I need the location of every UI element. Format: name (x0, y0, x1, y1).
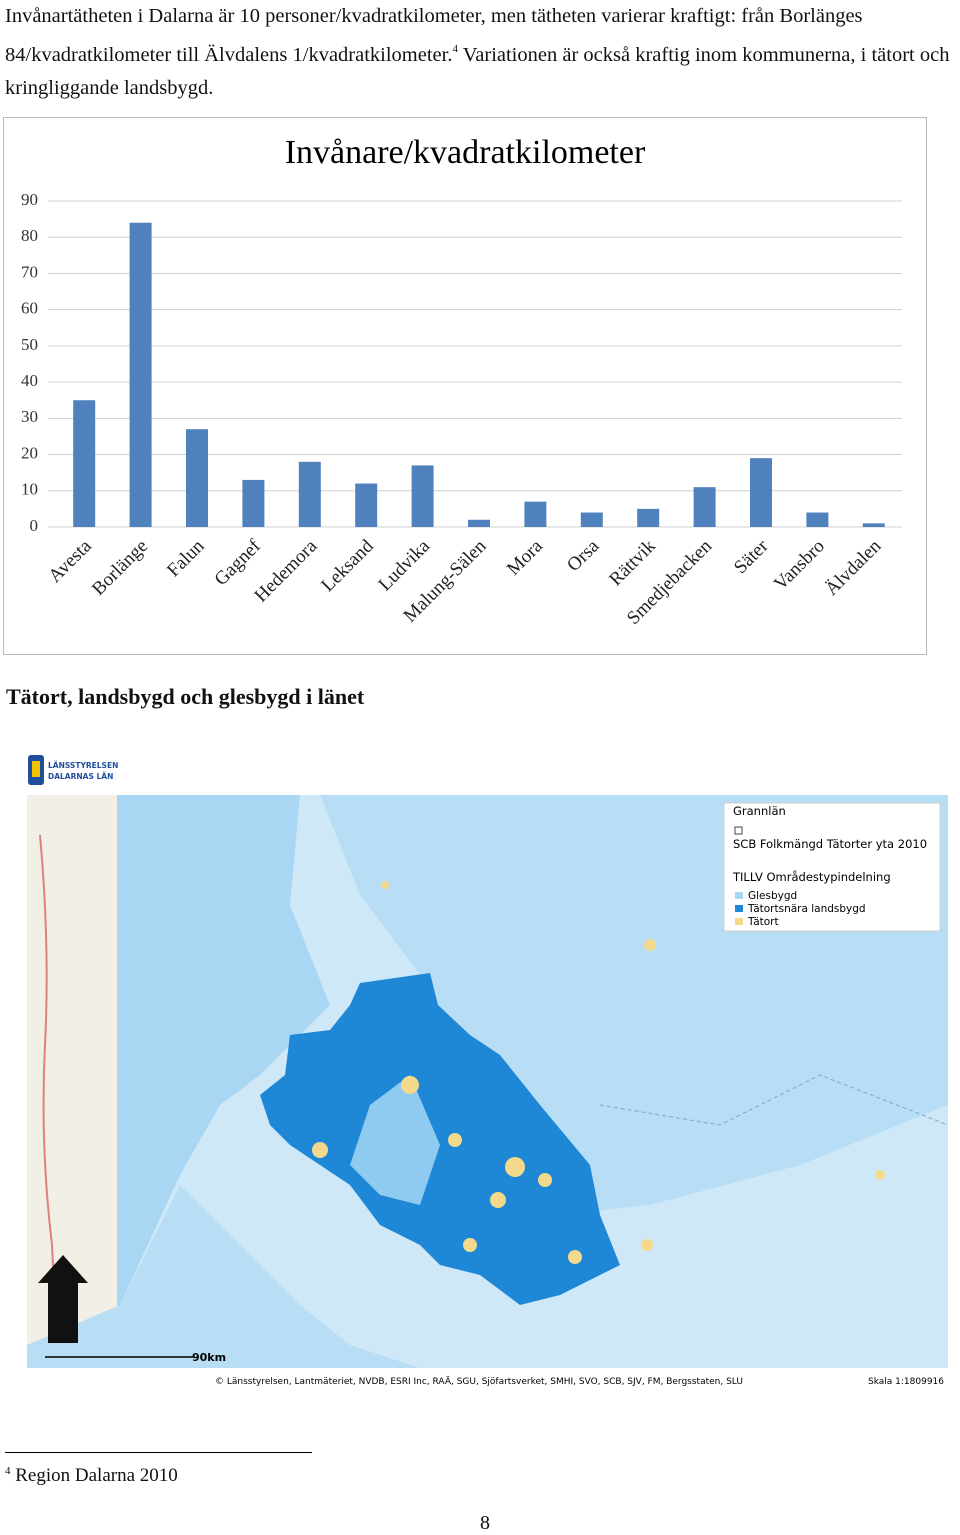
heading: Tätort, landsbygd och glesbygd i länet (6, 684, 365, 709)
page-number: 8 (480, 1512, 490, 1534)
logo-text: LÄNSSTYRELSEN (48, 761, 118, 770)
paragraph: Invånartätheten i Dalarna är 10 personer… (5, 0, 950, 105)
bar (637, 508, 660, 527)
map: LÄNSSTYRELSEN DALARNAS LÄN Grannlän SCB … (27, 755, 949, 1387)
legend-text: Glesbygd (748, 890, 797, 902)
legend-text: SCB Folkmängd Tätorter yta 2010 (733, 837, 927, 851)
map-image (27, 795, 949, 1368)
y-tick-label: 90 (21, 190, 38, 209)
y-tick-label: 80 (21, 226, 38, 245)
y-tick-label: 0 (30, 516, 39, 535)
bar (242, 479, 265, 527)
y-tick-label: 70 (21, 262, 38, 281)
chart: Invånare/kvadratkilometer 0 10 20 30 40 50 60 7… (3, 117, 927, 655)
bar (862, 523, 885, 527)
bar (693, 487, 716, 527)
bar (355, 483, 378, 527)
y-tick-label: 20 (21, 443, 38, 462)
legend-text: Grannlän (733, 804, 786, 818)
bar (750, 458, 772, 527)
bar (580, 512, 603, 527)
bar (806, 512, 829, 527)
y-tick-label: 50 (21, 335, 38, 354)
bar (186, 429, 208, 527)
chart-title: Invånare/kvadratkilometer (285, 134, 646, 171)
y-tick-label: 40 (21, 371, 38, 390)
footnote-number: 4 (5, 1465, 11, 1477)
bar (129, 222, 152, 527)
logo-text: DALARNAS LÄN (48, 772, 113, 781)
legend-text: Tätortsnära landsbygd (747, 903, 866, 915)
paragraph-text: Invånartätheten i Dalarna är 10 personer… (5, 5, 863, 66)
footnote-rule (5, 1452, 312, 1453)
y-tick-label: 30 (21, 407, 38, 426)
legend-text: TILLV Områdestypindelning (732, 870, 891, 884)
paragraph-text: Variationen är också kraftig inom kommun… (5, 44, 950, 99)
scale-bar-label: 90km (192, 1351, 226, 1364)
footnote-ref: 4 (452, 43, 458, 55)
map-credits: © Länsstyrelsen, Lantmäteriet, NVDB, ESR… (215, 1376, 743, 1387)
y-tick-label: 10 (21, 480, 38, 499)
logo (28, 755, 44, 785)
bar (411, 465, 434, 527)
bar (524, 501, 547, 527)
footnote-text: Region Dalarna 2010 (15, 1465, 178, 1486)
y-tick-label: 60 (21, 299, 38, 318)
chart-frame (3, 117, 927, 655)
legend-text: Tätort (747, 916, 779, 928)
footnote: 4 Region Dalarna 2010 (5, 1465, 178, 1487)
bar (73, 400, 96, 527)
bar (298, 461, 321, 527)
bar (468, 519, 490, 527)
map-scale: Skala 1:1809916 (868, 1377, 944, 1387)
